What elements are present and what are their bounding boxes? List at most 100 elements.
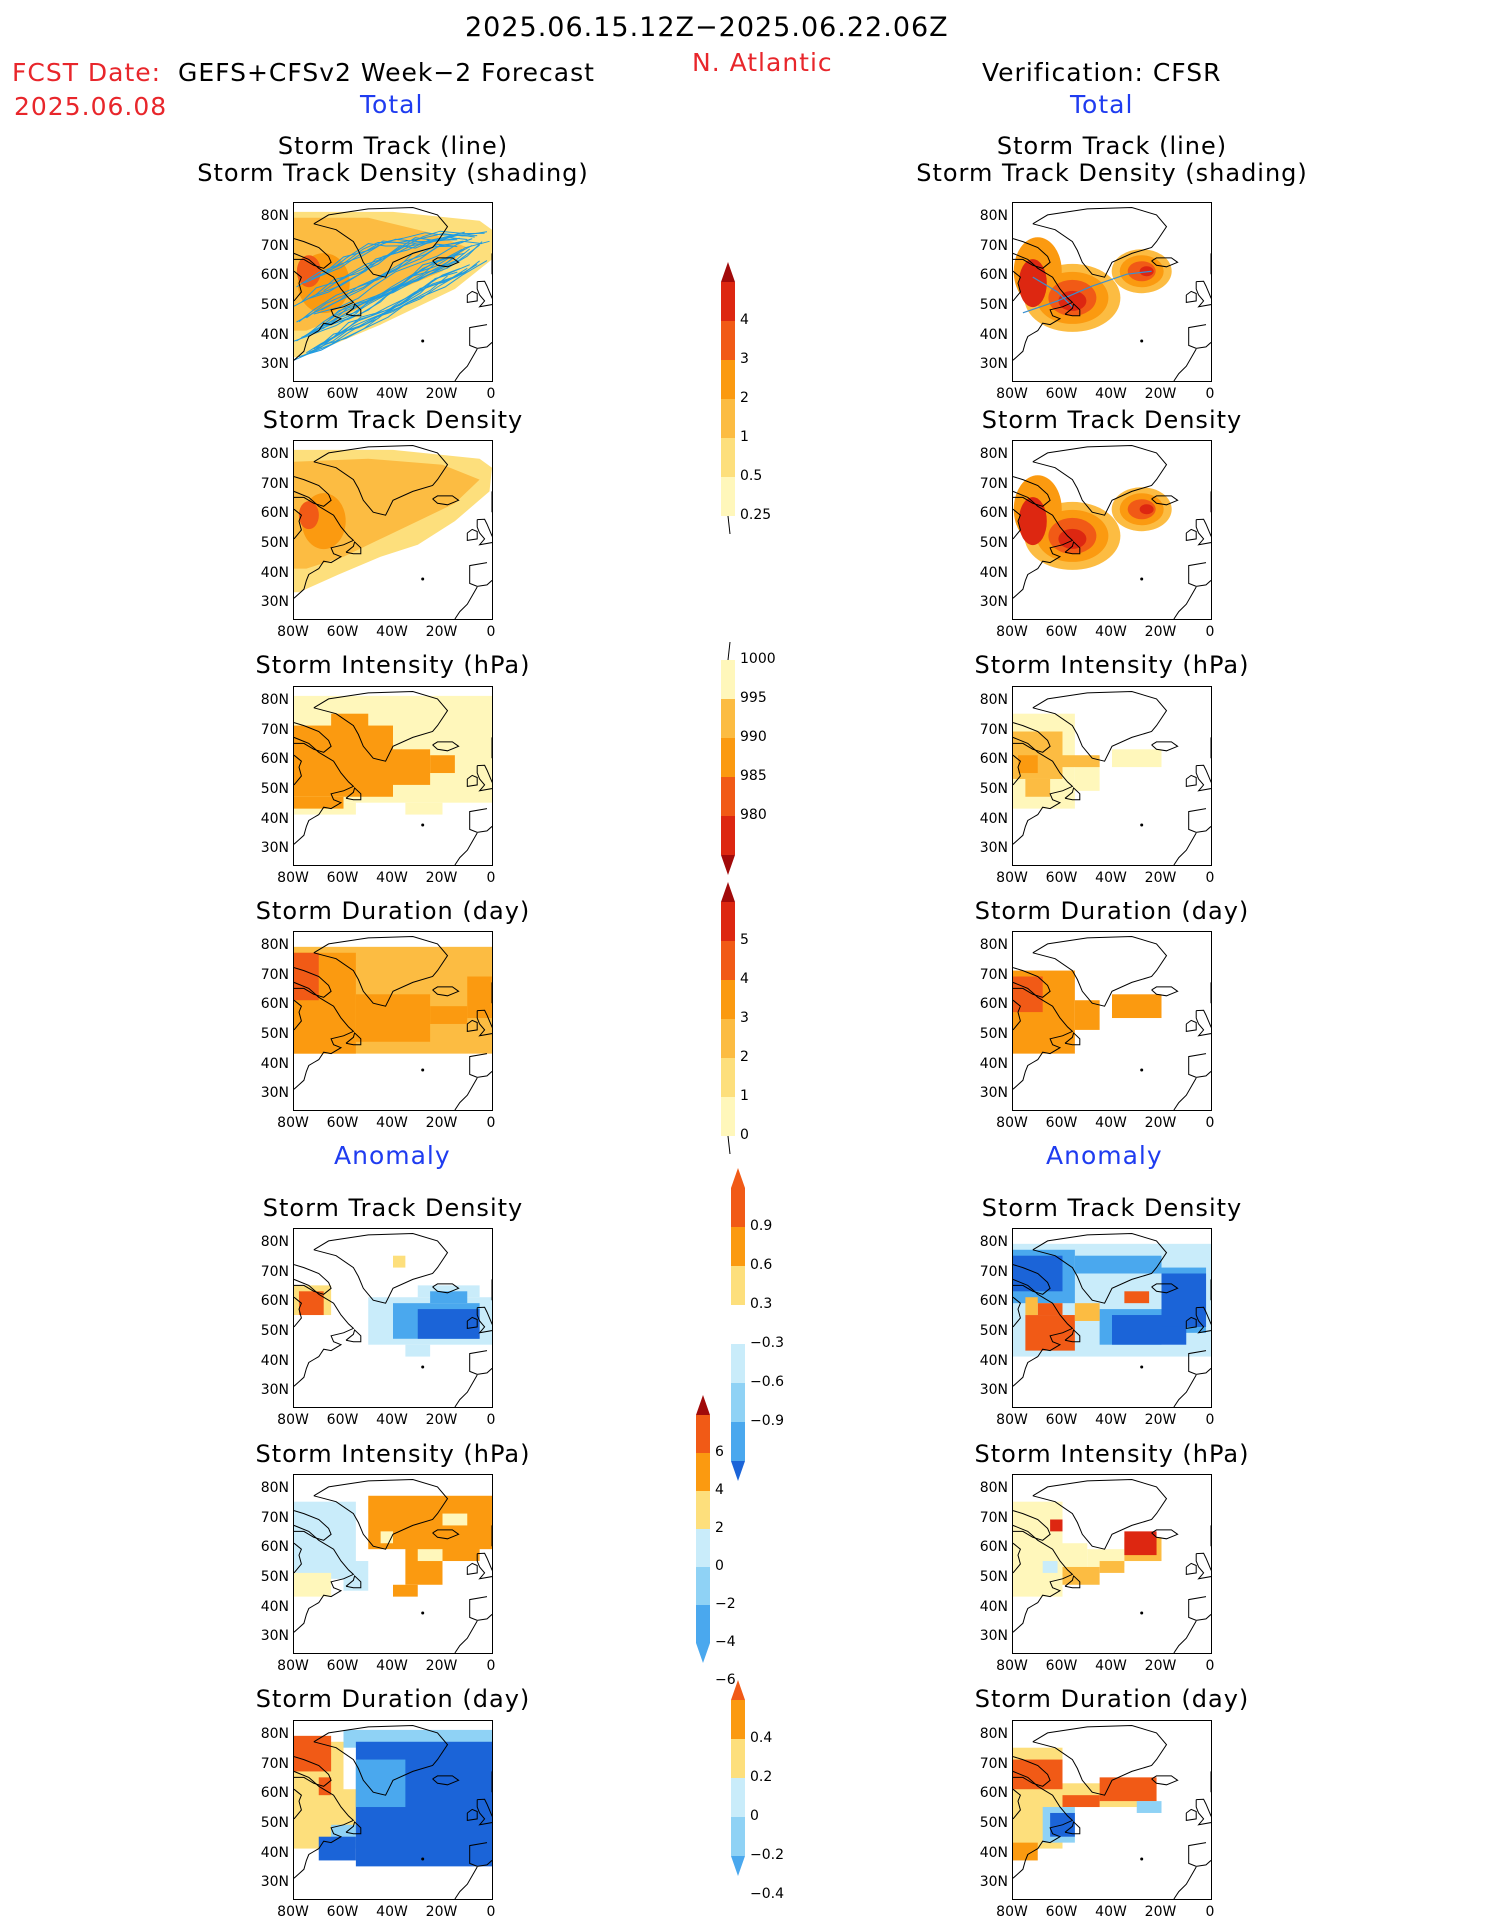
lon-tick-label: 80W (277, 1658, 309, 1674)
lat-tick-label: 50N (260, 296, 289, 313)
lat-tick-label: 60N (979, 505, 1008, 522)
lon-tick-label: 60W (326, 624, 359, 640)
density-shade (1018, 259, 1047, 308)
duration-total-colorbar-label: 4 (740, 971, 749, 987)
lon-tick-label: 0 (1205, 1904, 1215, 1920)
lat-tick-label: 80N (979, 1479, 1008, 1496)
forecast-density-title: Storm Track Density (262, 406, 524, 434)
coastline (294, 1724, 492, 1899)
duration-anomaly-colorbar-label: 0.4 (750, 1730, 773, 1746)
lon-tick-label: 40W (376, 1658, 408, 1674)
lat-tick-label: 60N (979, 1293, 1008, 1310)
section-anomaly-left: Anomaly (334, 1141, 451, 1170)
lat-tick-label: 30N (260, 356, 289, 373)
lat-tick-label: 50N (979, 296, 1008, 313)
anomaly-cell (393, 1255, 406, 1268)
density-shade (296, 255, 321, 288)
lon-tick-label: 60W (326, 1904, 359, 1920)
lat-tick-label: 50N (260, 534, 289, 551)
density-total-colorbar-label: 0.5 (740, 468, 763, 484)
lat-tick-label: 70N (979, 1509, 1008, 1526)
intensity-cell (1025, 778, 1051, 797)
forecast-intensity-map (293, 686, 493, 866)
lat-tick-label: 30N (260, 1382, 289, 1399)
section-total-left: Total (360, 90, 424, 119)
forecast-track-map (293, 202, 493, 382)
lat-tick-label: 70N (979, 1263, 1008, 1280)
lon-tick-label: 80W (277, 870, 309, 886)
lon-tick-label: 0 (1205, 386, 1215, 402)
lat-tick-label: 50N (979, 1814, 1008, 1831)
lat-tick-label: 30N (260, 840, 289, 857)
lon-tick-label: 20W (425, 1904, 458, 1920)
lon-tick-label: 40W (1095, 1904, 1127, 1920)
intensity-anomaly-colorbar-label: −2 (715, 1596, 736, 1612)
lon-tick-label: 80W (277, 1412, 309, 1428)
intensity-cell (1062, 755, 1100, 768)
section-anomaly-right: Anomaly (1046, 1141, 1163, 1170)
duration-anomaly-colorbar-label: 0.2 (750, 1769, 773, 1785)
intensity-anomaly-colorbar-label: 4 (715, 1482, 724, 1498)
anomaly-cell (417, 1549, 443, 1562)
forecast-intensity-title: Storm Intensity (hPa) (255, 651, 531, 679)
verification-density-anomaly-map (1012, 1228, 1212, 1408)
lon-tick-label: 20W (425, 1658, 458, 1674)
fcst-date-label: FCST Date: (12, 58, 162, 87)
intensity-anomaly-colorbar-label: −6 (715, 1672, 736, 1688)
verification-duration-map (1012, 931, 1212, 1111)
lat-tick-label: 50N (260, 780, 289, 797)
lat-tick-label: 30N (979, 1628, 1008, 1645)
forecast-duration-anomaly-title: Storm Duration (day) (255, 1685, 531, 1713)
lon-tick-label: 0 (486, 1115, 496, 1131)
lat-tick-label: 80N (979, 445, 1008, 462)
verification-density-map (1012, 440, 1212, 620)
lat-tick-label: 70N (260, 1755, 289, 1772)
anomaly-cell (1062, 1795, 1100, 1808)
anomaly-cell (430, 1291, 468, 1304)
lat-tick-label: 60N (979, 1785, 1008, 1802)
lon-tick-label: 40W (1095, 624, 1127, 640)
lon-tick-label: 20W (1144, 624, 1177, 640)
coastline (1013, 1478, 1211, 1653)
lon-tick-label: 20W (425, 870, 458, 886)
lat-tick-label: 40N (979, 1352, 1008, 1369)
lon-tick-label: 60W (1045, 624, 1078, 640)
density-total-colorbar (721, 262, 735, 535)
lat-tick-label: 50N (260, 1025, 289, 1042)
lat-tick-label: 60N (260, 1293, 289, 1310)
duration-total-colorbar-label: 3 (740, 1010, 749, 1026)
coastline (294, 1478, 492, 1653)
coastline (1013, 1232, 1211, 1407)
density-anomaly-colorbar-label: −0.3 (750, 1335, 784, 1351)
lon-tick-label: 20W (425, 624, 458, 640)
lat-tick-label: 60N (260, 1785, 289, 1802)
anomaly-cell (442, 1285, 480, 1298)
lon-tick-label: 20W (1144, 1412, 1177, 1428)
lat-tick-label: 50N (260, 1814, 289, 1831)
lon-tick-label: 0 (486, 870, 496, 886)
lat-tick-label: 50N (260, 1568, 289, 1585)
duration-total-colorbar-label: 0 (740, 1127, 749, 1143)
coastline (294, 935, 492, 1110)
anomaly-cell (467, 1501, 492, 1520)
lat-tick-label: 40N (979, 1598, 1008, 1615)
lat-tick-label: 40N (260, 326, 289, 343)
lat-tick-label: 30N (979, 1382, 1008, 1399)
intensity-anomaly-colorbar-label: 0 (715, 1558, 724, 1574)
intensity-total-colorbar-label: 995 (740, 690, 767, 706)
lat-tick-label: 60N (979, 996, 1008, 1013)
density-anomaly-colorbar-label: 0.9 (750, 1218, 773, 1234)
lon-tick-label: 40W (376, 386, 408, 402)
lat-tick-label: 70N (260, 1509, 289, 1526)
lon-tick-label: 20W (1144, 870, 1177, 886)
duration-total-colorbar-label: 1 (740, 1088, 749, 1104)
density-shade (1139, 504, 1154, 515)
intensity-cell (430, 755, 455, 774)
verification-intensity-anomaly-title: Storm Intensity (hPa) (974, 1440, 1250, 1468)
lat-tick-label: 40N (979, 564, 1008, 581)
lat-tick-label: 70N (979, 475, 1008, 492)
anomaly-cell (318, 1836, 356, 1861)
lon-tick-label: 60W (326, 1412, 359, 1428)
duration-cell (430, 1006, 468, 1024)
lon-tick-label: 80W (996, 1115, 1028, 1131)
